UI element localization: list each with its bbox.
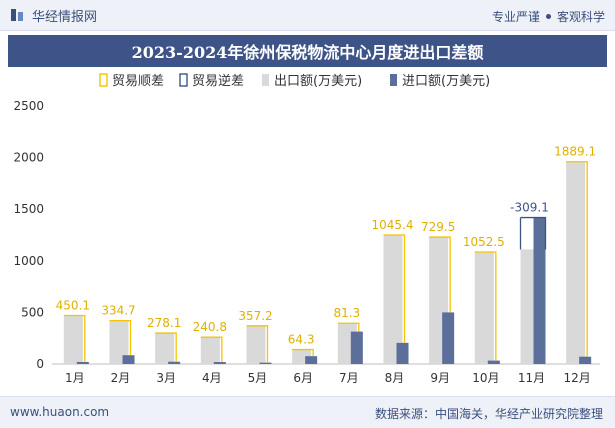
x-tick-label-7: 7月	[339, 371, 359, 385]
surplus-bracket-9	[429, 236, 451, 313]
tag-objective: 客观科学	[556, 10, 605, 24]
balance-label-8: 1045.4	[372, 218, 414, 232]
balance-label-9: 729.5	[421, 220, 455, 234]
data-source: 数据来源：中国海关，华经产业研究院整理	[374, 407, 603, 421]
export-bar-10	[474, 252, 494, 364]
export-bar-1	[63, 315, 83, 364]
balance-label-10: 1052.5	[463, 235, 505, 249]
y-tick-label-1: 500	[21, 305, 44, 319]
x-tick-label-6: 6月	[293, 371, 313, 385]
import-bar-12	[579, 356, 592, 364]
balance-label-1: 450.1	[56, 298, 90, 312]
import-bar-2	[122, 355, 135, 364]
legend-label-1: 贸易逆差	[192, 73, 244, 89]
export-bar-2	[109, 320, 129, 364]
brand: 华经情报网	[10, 7, 98, 25]
surplus-bracket-3	[155, 332, 177, 362]
import-bar-10	[487, 360, 500, 364]
export-bar-8	[383, 235, 403, 364]
legend-swatch-1	[179, 73, 188, 87]
import-bar-5	[259, 362, 272, 364]
legend-swatch-2	[262, 74, 269, 86]
import-bar-8	[396, 342, 409, 364]
x-tick-label-10: 10月	[472, 371, 499, 385]
x-tick-label-4: 4月	[202, 371, 222, 385]
balance-label-11: -309.1	[510, 201, 549, 215]
legend-label-2: 出口额(万美元)	[274, 74, 362, 89]
x-tick-label-11: 11月	[518, 371, 545, 385]
legend-swatch-0	[99, 73, 108, 87]
brand-logo-icon	[11, 9, 23, 21]
surplus-bracket-4	[200, 336, 223, 363]
deficit-bracket-11	[520, 216, 547, 250]
surplus-bracket-6	[292, 348, 314, 357]
legend-swatch-3	[390, 74, 397, 86]
chart-title: 2023-2024年徐州保税物流中心月度进出口差额	[8, 35, 607, 67]
y-tick-label-3: 1500	[13, 202, 44, 216]
y-tick-label-0: 0	[36, 357, 44, 371]
balance-label-5: 357.2	[238, 309, 272, 323]
y-tick-label-4: 2000	[13, 151, 44, 165]
x-tick-label-3: 3月	[156, 371, 176, 385]
balance-label-2: 334.7	[101, 304, 135, 318]
import-bar-9	[442, 312, 455, 364]
y-tick-label-2: 1000	[13, 254, 44, 268]
legend-label-0: 贸易顺差	[112, 74, 164, 89]
export-bar-12	[566, 161, 586, 364]
y-tick-label-5: 2500	[13, 99, 44, 113]
import-bar-1	[76, 361, 89, 364]
legend-label-3: 进口额(万美元)	[402, 74, 490, 89]
x-tick-label-12: 12月	[564, 371, 591, 385]
footer: www.huaon.com 数据来源：中国海关，华经产业研究院整理	[0, 396, 615, 428]
x-tick-label-8: 8月	[385, 371, 405, 385]
export-bar-3	[155, 333, 175, 364]
surplus-bracket-5	[246, 325, 269, 363]
website-link[interactable]: www.huaon.com	[10, 405, 110, 419]
import-bar-11	[533, 217, 546, 364]
import-bar-4	[213, 362, 226, 364]
surplus-bracket-2	[109, 320, 132, 356]
balance-label-3: 278.1	[147, 316, 181, 330]
surplus-bracket-12	[566, 161, 588, 357]
surplus-bracket-8	[383, 234, 406, 343]
import-bar-7	[350, 331, 363, 364]
export-bar-5	[246, 325, 266, 364]
balance-label-6: 64.3	[288, 333, 315, 347]
x-tick-label-9: 9月	[430, 371, 450, 385]
x-tick-label-2: 2月	[111, 371, 131, 385]
surplus-bracket-1	[63, 314, 86, 362]
balance-label-7: 81.3	[333, 306, 360, 320]
x-tick-label-5: 5月	[248, 371, 268, 385]
import-bar-3	[168, 361, 181, 364]
chart-svg: 贸易顺差 贸易逆差 出口额(万美元) 进口额(万美元) 0 500 1000 1500 2000…	[13, 73, 600, 385]
tag-professional: 专业严谨	[491, 10, 540, 24]
import-bar-6	[305, 356, 318, 364]
balance-label-12: 1889.1	[554, 145, 596, 159]
x-tick-label-1: 1月	[65, 371, 85, 385]
surplus-bracket-10	[474, 251, 497, 361]
separator-dot-icon	[545, 14, 551, 19]
header-tags: 专业严谨 客观科学	[492, 8, 605, 25]
export-bar-4	[200, 337, 220, 364]
brand-name: 华经情报网	[32, 9, 98, 25]
top-bar: 华经情报网 专业严谨 客观科学	[0, 0, 615, 31]
surplus-bracket-7	[337, 322, 360, 332]
balance-label-4: 240.8	[193, 320, 227, 334]
